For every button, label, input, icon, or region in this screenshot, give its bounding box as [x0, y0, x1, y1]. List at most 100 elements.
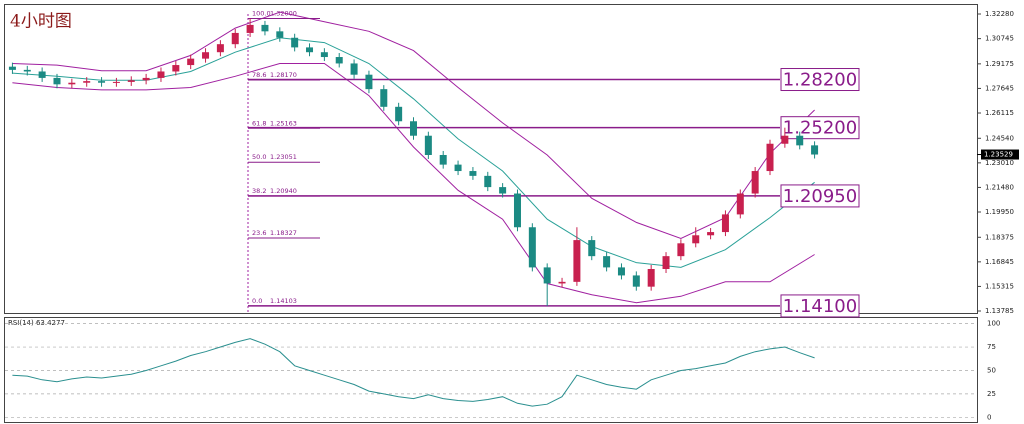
band-line [12, 11, 815, 240]
candle-body [23, 69, 31, 72]
candle-body [677, 243, 685, 257]
candle-body [469, 171, 477, 176]
y-tick-label: 1.23010 [985, 159, 1014, 167]
candle-body [276, 31, 284, 38]
fib-ratio: 0.0 [252, 297, 262, 305]
candle-body [736, 193, 744, 215]
y-tick-label: 1.29175 [985, 60, 1014, 68]
candle-body [811, 145, 819, 155]
candle-body [380, 89, 388, 107]
y-tick-label: 1.13785 [985, 307, 1014, 315]
y-tick-label: 100 [987, 320, 1000, 328]
fib-ratio: 23.6 [252, 229, 266, 237]
y-tick-label: 1.15315 [985, 282, 1014, 290]
fib-price: 1.25163 [270, 119, 297, 127]
candle-body [83, 81, 91, 83]
candle-body [306, 47, 314, 53]
candle-body [692, 235, 700, 244]
candle-body [127, 80, 135, 82]
candle-body [335, 57, 343, 64]
rsi-panel [4, 317, 978, 423]
key-level-box [780, 116, 860, 140]
candle-body [172, 65, 180, 72]
candle-body [632, 275, 640, 287]
candle-body [202, 52, 210, 59]
candle-body [112, 81, 120, 83]
key-level-box [780, 184, 860, 208]
candle-body [187, 58, 195, 66]
rsi-line [12, 338, 815, 407]
candle-body [617, 267, 625, 276]
candle-body [246, 24, 254, 33]
candle-body [513, 193, 521, 228]
candle-body [53, 77, 61, 85]
y-tick-label: 1.30745 [985, 35, 1014, 43]
key-level-box [780, 68, 860, 92]
candle-body [231, 32, 239, 45]
candle-body [424, 135, 432, 155]
candle-body [484, 175, 492, 188]
candle-body [291, 37, 299, 48]
y-tick-label: 1.21480 [985, 183, 1014, 191]
candle-body [216, 44, 224, 53]
candle-body [588, 240, 596, 257]
current-price-label: 1.23529 [984, 151, 1013, 159]
candle-body [528, 227, 536, 268]
y-tick-label: 1.27645 [985, 84, 1014, 92]
candle-body [766, 143, 774, 172]
y-tick-label: 1.16845 [985, 258, 1014, 266]
candle-body [142, 77, 150, 81]
fib-price: 1.23051 [270, 153, 297, 161]
candle-body [157, 71, 165, 78]
y-tick-label: 0 [987, 413, 991, 421]
fib-price: 1.14103 [270, 297, 297, 305]
y-tick-label: 1.24540 [985, 134, 1014, 142]
candle-body [98, 81, 106, 83]
candle-body [647, 269, 655, 287]
y-tick-label: 1.19950 [985, 208, 1014, 216]
key-level-label: 1.20950 [783, 186, 857, 207]
fib-ratio: 78.6 [252, 71, 266, 79]
candle-body [707, 232, 715, 236]
price-panel [4, 4, 978, 314]
candle-body [796, 135, 804, 146]
key-level-label: 1.28200 [783, 70, 857, 91]
candle-body [8, 66, 16, 70]
key-level-label: 1.14100 [783, 296, 857, 317]
candle-body [454, 164, 462, 172]
fib-ratio: 100.0 [252, 9, 271, 17]
fib-ratio: 61.8 [252, 119, 266, 127]
candle-body [499, 187, 507, 194]
y-tick-label: 1.18375 [985, 233, 1014, 241]
candle-body [558, 281, 566, 284]
candle-body [751, 171, 759, 194]
y-tick-label: 25 [987, 390, 996, 398]
candle-body [721, 214, 729, 233]
candle-body [662, 256, 670, 269]
y-tick-label: 1.26115 [985, 109, 1014, 117]
chart-title: 4小时图 [10, 12, 72, 32]
fib-ratio: 50.0 [252, 153, 266, 161]
current-price-box [981, 149, 1019, 160]
candle-body [573, 240, 581, 282]
fib-price: 1.20940 [270, 187, 297, 195]
candle-body [410, 121, 417, 136]
candle-body [68, 82, 76, 85]
band-line [12, 63, 815, 304]
candle-body [439, 154, 447, 165]
candle-body [603, 256, 611, 268]
fib-ratio: 38.2 [252, 187, 266, 195]
fib-price: 1.18327 [270, 229, 297, 237]
candle-body [38, 71, 46, 78]
fib-price: 1.32000 [270, 9, 297, 17]
candle-body [350, 63, 358, 75]
key-level-label: 1.25200 [783, 118, 857, 139]
candle-body [395, 106, 403, 122]
candle-body [365, 74, 373, 90]
y-tick-label: 50 [987, 366, 996, 374]
candle-body [261, 24, 269, 32]
candle-body [543, 267, 551, 284]
candle-body [320, 52, 328, 58]
candle-body [781, 135, 789, 144]
